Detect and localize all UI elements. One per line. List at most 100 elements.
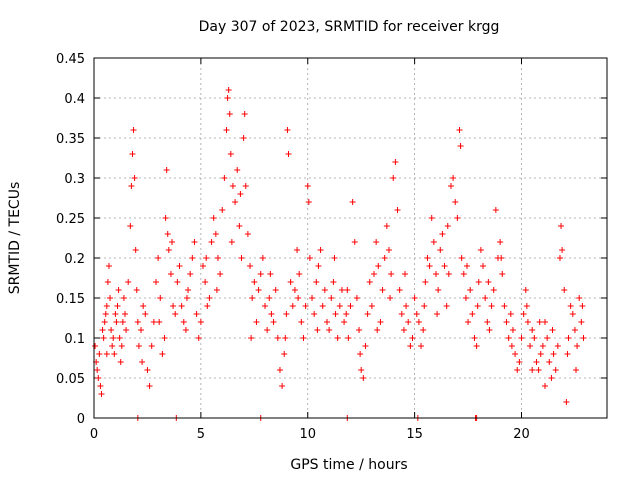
data-point xyxy=(110,335,117,341)
data-point xyxy=(554,343,561,349)
data-point xyxy=(415,319,422,325)
data-point xyxy=(544,335,551,341)
data-point xyxy=(398,311,405,317)
data-point xyxy=(343,311,350,317)
y-tick-label: 0.4 xyxy=(64,92,85,107)
data-point xyxy=(282,335,289,341)
data-point xyxy=(221,175,228,181)
data-point xyxy=(156,319,163,325)
data-point xyxy=(323,319,330,325)
data-point xyxy=(167,271,174,277)
data-point xyxy=(162,215,169,221)
data-point xyxy=(103,351,110,357)
y-tick-label: 0 xyxy=(77,412,85,427)
data-point xyxy=(285,151,292,157)
data-point xyxy=(189,255,196,261)
data-point xyxy=(400,327,407,333)
data-point xyxy=(204,303,211,309)
data-point xyxy=(462,295,469,301)
data-point xyxy=(428,215,435,221)
data-point xyxy=(565,335,572,341)
data-point xyxy=(131,175,138,181)
data-point xyxy=(421,303,428,309)
data-point xyxy=(471,335,478,341)
data-point xyxy=(152,279,159,285)
data-point xyxy=(536,319,543,325)
data-point xyxy=(227,151,234,157)
data-point xyxy=(375,263,382,269)
data-point xyxy=(94,367,101,373)
data-point xyxy=(574,343,581,349)
chart-title: Day 307 of 2023, SRMTID for receiver krg… xyxy=(199,19,500,35)
data-point xyxy=(356,327,363,333)
data-point xyxy=(326,327,333,333)
data-point xyxy=(306,255,313,261)
data-point xyxy=(516,359,523,365)
data-point xyxy=(563,399,570,405)
data-point xyxy=(140,303,147,309)
data-point xyxy=(373,239,380,245)
data-point xyxy=(338,287,345,293)
axis-ticks: 0 0.05 0.1 0.15 0.2 0.25 0.3 0.35 0.4 0.45 0 5 10 15 2… xyxy=(56,52,607,442)
data-point xyxy=(371,271,378,277)
data-point xyxy=(535,367,542,373)
data-point xyxy=(420,327,427,333)
data-point xyxy=(456,127,463,133)
data-point xyxy=(512,351,519,357)
data-point xyxy=(144,367,151,373)
data-point xyxy=(418,343,425,349)
data-point xyxy=(253,319,260,325)
data-point xyxy=(447,183,454,189)
data-point xyxy=(116,335,123,341)
data-point xyxy=(287,279,294,285)
data-point xyxy=(248,335,255,341)
data-point xyxy=(508,343,515,349)
data-point xyxy=(213,287,220,293)
data-point xyxy=(426,263,433,269)
data-point xyxy=(569,311,576,317)
data-point xyxy=(193,311,200,317)
data-point xyxy=(132,247,139,253)
data-point xyxy=(558,223,565,229)
data-point xyxy=(281,351,288,357)
data-point xyxy=(319,303,326,309)
data-point xyxy=(486,327,493,333)
data-point xyxy=(357,351,364,357)
y-tick-label: 0.3 xyxy=(64,172,85,187)
data-point xyxy=(121,311,128,317)
data-point xyxy=(99,327,106,333)
data-point xyxy=(119,319,126,325)
data-point xyxy=(315,263,322,269)
data-point xyxy=(388,271,395,277)
data-point xyxy=(463,263,470,269)
data-point xyxy=(505,335,512,341)
data-point xyxy=(170,303,177,309)
x-tick-label: 10 xyxy=(299,427,316,442)
data-point xyxy=(226,111,233,117)
data-point xyxy=(331,255,338,261)
data-point xyxy=(411,295,418,301)
data-point xyxy=(212,231,219,237)
y-tick-label: 0.15 xyxy=(56,292,85,307)
data-point xyxy=(104,279,111,285)
data-point xyxy=(514,367,521,373)
data-point xyxy=(251,279,258,285)
data-point xyxy=(300,335,307,341)
data-point xyxy=(210,215,217,221)
data-point xyxy=(402,271,409,277)
data-point xyxy=(289,303,296,309)
data-point xyxy=(255,287,262,293)
data-point xyxy=(214,255,221,261)
grid-lines xyxy=(94,58,607,418)
data-point xyxy=(358,367,365,373)
x-tick-label: 0 xyxy=(90,427,98,442)
data-point xyxy=(443,303,450,309)
data-point xyxy=(409,335,416,341)
data-point xyxy=(457,143,464,149)
data-point xyxy=(444,223,451,229)
data-point xyxy=(234,167,241,173)
data-point xyxy=(242,183,249,189)
data-point xyxy=(236,223,243,229)
data-point xyxy=(366,279,373,285)
data-point xyxy=(270,319,277,325)
